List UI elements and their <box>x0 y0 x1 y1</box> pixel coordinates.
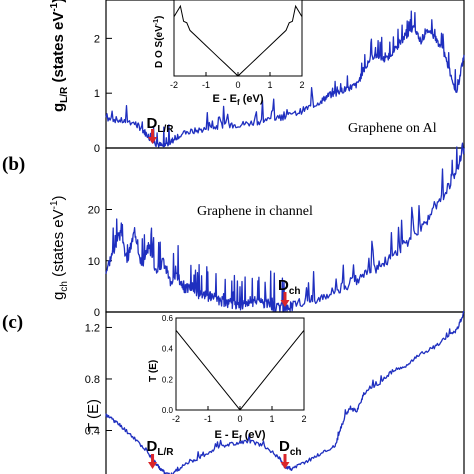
panel-a-inset-xlabel-main: E - E <box>213 93 237 105</box>
panel-c-frame <box>105 311 465 474</box>
panel-c-inset-ytick-label-1: 0.2 <box>162 375 174 384</box>
panel-c-marker-label-sub-1: ch <box>290 447 302 458</box>
panel-c-inset-xtick-label-4: 2 <box>301 414 306 424</box>
panel-c-label: (c) <box>2 312 23 333</box>
panel-a-ylabel-sub: L/R <box>59 86 70 103</box>
panel-a-inset-xlabel-sub: f <box>237 98 240 107</box>
panel-c-ytick-label-1: 0.4 <box>85 425 100 437</box>
panel-c-inset-ytick-label-0: 0.0 <box>162 406 174 415</box>
panel-a-ytick-label-0: 0 <box>94 143 100 155</box>
panel-a-inset: -2 -1 0 1 2 E - Ef (eV) D O S(eV-1) <box>153 0 305 107</box>
panel-a-dirac-marker: DL/R <box>147 115 175 144</box>
panel-a-ytick-label-1: 1 <box>94 88 100 100</box>
panel-a-ylabel-end: ) <box>50 0 67 3</box>
panel-b-ytick-label-2: 20 <box>88 205 100 217</box>
panel-c-inset-yticks: 0.0 0.2 0.4 0.6 <box>162 314 174 415</box>
panel-a-inset-frame <box>173 0 303 77</box>
panel-c-dirac-markers: DL/R Dch <box>147 438 302 469</box>
panel-b-label: (b) <box>2 154 25 175</box>
panel-b-marker-label-sub: ch <box>289 286 301 297</box>
panel-b-ylabel-end: ) <box>50 195 67 200</box>
panel-a-inset-xlabel: E - Ef (eV) <box>213 93 264 107</box>
panel-a-inset-xtick-label-4: 2 <box>299 80 304 90</box>
panel-c-inset-xticks: -2 -1 0 1 2 <box>172 406 307 424</box>
panel-a-yticks: 0 1 2 <box>94 33 112 155</box>
panel-c-inset-xlabel-main: E - E <box>215 429 239 441</box>
panel-a-marker-label-sub: L/R <box>157 124 174 135</box>
panel-a-ylabel-sup: -1 <box>49 2 60 11</box>
panel-a-inset-xtick-label-2: 0 <box>235 80 240 90</box>
panel-c-marker-arrow-icon-0 <box>148 454 158 469</box>
panel-a-inset-xtick-label-0: -2 <box>170 80 178 90</box>
panel-a-inset-ylabel-main: D O S(eV <box>154 25 165 68</box>
panel-c-inset-ylabel: T (E) <box>148 360 159 382</box>
panel-c-marker-arrow-icon-1 <box>280 454 290 469</box>
panel-b-dirac-marker: Dch <box>278 277 301 307</box>
panel-b-ylabel-main: g <box>50 292 67 300</box>
panel-b-ylabel-sup: -1 <box>49 200 60 209</box>
panel-c-marker-label-sub-0: L/R <box>157 447 174 458</box>
panel-a-ytick-label-2: 2 <box>94 33 100 45</box>
panel-a-ylabel-rest: (states eV <box>50 12 67 87</box>
panel-c-marker-label-main-1: D <box>279 438 290 455</box>
panel-a-annotation: Graphene on Al <box>348 121 437 136</box>
panel-c-inset-xtick-label-1: -1 <box>204 414 212 424</box>
panel-a: 012 Graphene on Al gL/R (states eV-1) DL… <box>49 0 465 155</box>
panel-c-ytick-label-2: 0.8 <box>85 374 100 386</box>
panel-c-inset-xlabel: E - Ef (eV) <box>215 429 266 443</box>
panel-a-marker-arrow-icon <box>148 129 158 144</box>
panel-a-inset-xlabel-end: (eV) <box>240 93 264 105</box>
panel-b-marker-label: Dch <box>278 277 301 297</box>
panel-b-series-line <box>105 142 465 313</box>
panel-c-yticks: 0.00.40.81.2 <box>85 322 112 437</box>
panel-c-ylabel: T (E) <box>85 399 102 432</box>
panel-a-inset-xtick-label-3: 1 <box>267 80 272 90</box>
panel-c-marker-label-1: Dch <box>279 438 302 458</box>
panel-a-inset-ylabel: D O S(eV-1) <box>153 16 165 68</box>
panel-c-marker-label-main-0: D <box>147 438 158 455</box>
panel-b-ylabel-sub: ch <box>59 281 70 292</box>
panel-c-inset-xlabel-sub: f <box>239 434 242 443</box>
panel-b-marker-label-main: D <box>278 277 289 294</box>
panel-a-marker-label-main: D <box>147 115 158 132</box>
panel-a-inset-ylabel-sup: -1 <box>153 19 160 25</box>
panel-a-marker-label: DL/R <box>147 115 175 135</box>
panel-b-ylabel: gch (states eV-1) <box>49 195 70 300</box>
panel-b-marker-arrow-icon <box>280 292 290 307</box>
panel-a-inset-xticks: -2 -1 0 1 2 <box>170 72 305 90</box>
panel-b-ytick-label-1: 10 <box>88 256 100 268</box>
panel-c-ytick-label-3: 1.2 <box>85 322 100 334</box>
panel-a-inset-ylabel-end: ) <box>154 16 165 19</box>
panel-c-inset-xtick-label-2: 0 <box>237 414 242 424</box>
panel-a-ylabel: gL/R (states eV-1) <box>49 0 70 112</box>
panel-a-inset-xtick-label-1: -1 <box>202 80 210 90</box>
panel-b-annotation: Graphene in channel <box>197 204 313 219</box>
panel-c-inset: -2 -1 0 1 2 0.0 0.2 0.4 0.6 E - Ef (eV) T (E) <box>148 314 307 443</box>
panel-c-inset-xtick-label-3: 1 <box>269 414 274 424</box>
panel-a-ylabel-main: g <box>50 103 67 112</box>
panel-c-inset-frame <box>175 317 305 411</box>
panel-c-inset-ytick-label-2: 0.4 <box>162 345 174 354</box>
panel-b-ylabel-rest: (states eV <box>50 209 67 281</box>
panel-c-marker-label-0: DL/R <box>147 438 175 458</box>
panel-a-series-line <box>105 10 465 148</box>
panel-b-ytick-label-0: 0 <box>94 307 100 319</box>
panel-c-inset-xlabel-end: (eV) <box>242 429 266 441</box>
panel-c-inset-xtick-label-0: -2 <box>172 414 180 424</box>
panel-c-inset-ytick-label-3: 0.6 <box>162 314 174 323</box>
